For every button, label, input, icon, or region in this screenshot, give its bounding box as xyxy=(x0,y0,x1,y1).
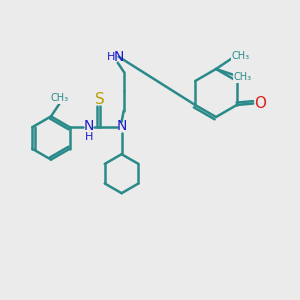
Text: H: H xyxy=(106,52,115,62)
Text: N: N xyxy=(83,119,94,133)
Text: N: N xyxy=(113,50,124,64)
Text: CH₃: CH₃ xyxy=(50,93,68,103)
Text: O: O xyxy=(254,96,266,111)
Text: S: S xyxy=(95,92,105,106)
Text: H: H xyxy=(84,132,93,142)
Text: CH₃: CH₃ xyxy=(232,51,250,61)
Text: CH₃: CH₃ xyxy=(234,72,252,82)
Text: N: N xyxy=(116,119,127,133)
